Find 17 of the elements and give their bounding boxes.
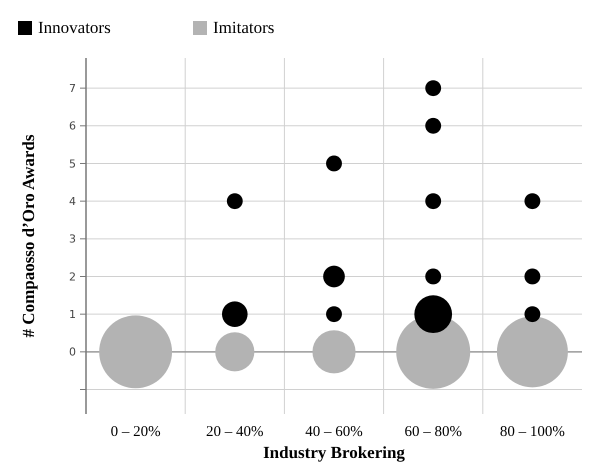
x-axis-title: Industry Brokering — [263, 443, 406, 462]
x-tick-label: 80 – 100% — [500, 424, 565, 440]
legend-label: Imitators — [213, 18, 274, 37]
y-tick-label: 4 — [69, 195, 76, 208]
x-tick-label: 40 – 60% — [305, 424, 363, 440]
x-tick-label: 0 – 20% — [110, 424, 161, 440]
y-tick-label: 6 — [69, 120, 76, 133]
y-tick-label: 5 — [69, 157, 76, 170]
y-tick-label: 2 — [69, 270, 76, 284]
y-axis-title: # Compaosso d’Oro Awards — [19, 134, 38, 338]
legend-label: Innovators — [38, 18, 111, 37]
y-tick-label: 1 — [69, 308, 76, 322]
y-tick-label: 0 — [69, 346, 76, 359]
x-tick-label: 20 – 40% — [206, 424, 264, 440]
y-tick-label: 7 — [69, 82, 76, 95]
y-tick-label: 3 — [69, 232, 76, 246]
x-tick-label: 60 – 80% — [404, 424, 462, 440]
